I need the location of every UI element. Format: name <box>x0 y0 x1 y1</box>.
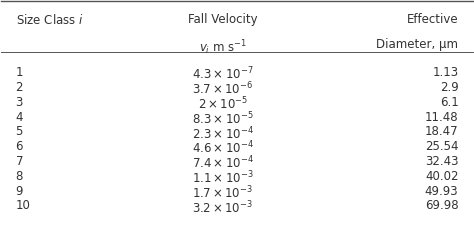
Text: 40.02: 40.02 <box>425 170 458 183</box>
Text: $3.7 \times 10^{-6}$: $3.7 \times 10^{-6}$ <box>192 81 253 98</box>
Text: 8: 8 <box>16 170 23 183</box>
Text: 4: 4 <box>16 110 23 124</box>
Text: $4.3 \times 10^{-7}$: $4.3 \times 10^{-7}$ <box>192 66 254 83</box>
Text: $1.7 \times 10^{-3}$: $1.7 \times 10^{-3}$ <box>192 185 253 201</box>
Text: Size Class $i$: Size Class $i$ <box>16 13 83 27</box>
Text: 1.13: 1.13 <box>432 66 458 79</box>
Text: $8.3 \times 10^{-5}$: $8.3 \times 10^{-5}$ <box>192 110 254 127</box>
Text: $1.1 \times 10^{-3}$: $1.1 \times 10^{-3}$ <box>192 170 254 186</box>
Text: Effective: Effective <box>407 13 458 26</box>
Text: Diameter, μm: Diameter, μm <box>376 38 458 51</box>
Text: 32.43: 32.43 <box>425 155 458 168</box>
Text: $2 \times 10^{-5}$: $2 \times 10^{-5}$ <box>198 96 248 112</box>
Text: 6: 6 <box>16 140 23 153</box>
Text: 25.54: 25.54 <box>425 140 458 153</box>
Text: $7.4 \times 10^{-4}$: $7.4 \times 10^{-4}$ <box>192 155 254 172</box>
Text: 1: 1 <box>16 66 23 79</box>
Text: 7: 7 <box>16 155 23 168</box>
Text: 69.98: 69.98 <box>425 199 458 213</box>
Text: 10: 10 <box>16 199 30 213</box>
Text: 3: 3 <box>16 96 23 109</box>
Text: $3.2 \times 10^{-3}$: $3.2 \times 10^{-3}$ <box>192 199 254 216</box>
Text: 49.93: 49.93 <box>425 185 458 198</box>
Text: 9: 9 <box>16 185 23 198</box>
Text: 5: 5 <box>16 125 23 138</box>
Text: 18.47: 18.47 <box>425 125 458 138</box>
Text: Fall Velocity: Fall Velocity <box>188 13 258 26</box>
Text: $4.6 \times 10^{-4}$: $4.6 \times 10^{-4}$ <box>192 140 254 157</box>
Text: $v_i$ m s$^{-1}$: $v_i$ m s$^{-1}$ <box>199 38 247 57</box>
Text: 2.9: 2.9 <box>440 81 458 94</box>
Text: 6.1: 6.1 <box>440 96 458 109</box>
Text: $2.3 \times 10^{-4}$: $2.3 \times 10^{-4}$ <box>192 125 254 142</box>
Text: 11.48: 11.48 <box>425 110 458 124</box>
Text: 2: 2 <box>16 81 23 94</box>
